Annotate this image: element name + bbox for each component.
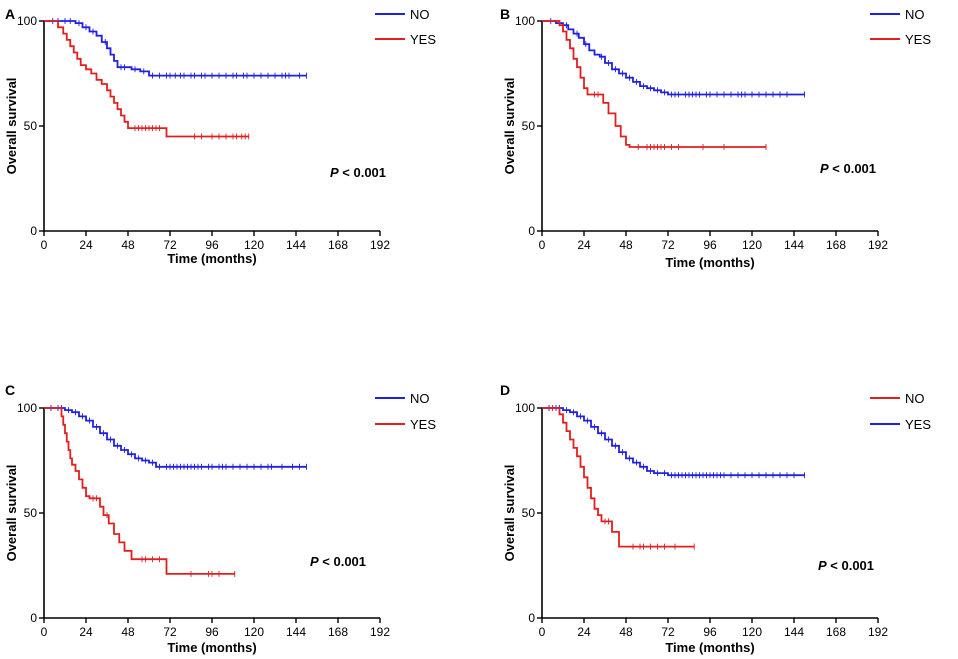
- x-axis-label: Time (months): [665, 640, 754, 655]
- x-tick-label: 72: [661, 238, 675, 252]
- x-tick-label: 48: [121, 238, 135, 252]
- km-curve-no: [542, 407, 695, 548]
- x-tick-label: 96: [703, 625, 717, 639]
- panel-label: C: [5, 382, 15, 398]
- y-tick-label: 100: [17, 401, 37, 415]
- x-axis-label: Time (months): [167, 251, 256, 266]
- x-tick-label: 24: [79, 625, 93, 639]
- km-curve-no: [542, 20, 805, 96]
- x-axis-label: Time (months): [665, 255, 754, 270]
- legend-label-yes: YES: [410, 417, 436, 432]
- x-tick-label: 120: [244, 238, 264, 252]
- legend-label-no: NO: [905, 391, 925, 406]
- legend-label-no: NO: [905, 7, 925, 22]
- y-tick-label: 0: [528, 224, 535, 238]
- km-curve-no: [44, 20, 307, 77]
- p-value-annotation: P < 0.001: [310, 554, 366, 569]
- y-tick-label: 50: [522, 119, 536, 133]
- x-tick-label: 168: [826, 238, 846, 252]
- x-tick-label: 24: [577, 625, 591, 639]
- legend-label-no: NO: [410, 7, 430, 22]
- y-tick-label: 100: [515, 401, 535, 415]
- y-axis-label: Overall survival: [4, 78, 19, 175]
- km-panel-a: A 0 50 100 0 24 48 72 96 120 144 168 192 Time (months…: [4, 6, 436, 266]
- km-curve-yes: [44, 20, 249, 138]
- x-tick-label: 24: [577, 238, 591, 252]
- legend-label-yes: YES: [905, 417, 931, 432]
- y-tick-label: 50: [24, 506, 38, 520]
- x-tick-label: 144: [784, 238, 804, 252]
- panel-label: D: [500, 382, 510, 398]
- y-tick-label: 0: [30, 224, 37, 238]
- x-tick-label: 72: [661, 625, 675, 639]
- x-tick-label: 144: [784, 625, 804, 639]
- panel-label: B: [500, 6, 510, 22]
- y-axis-label: Overall survival: [502, 465, 517, 562]
- x-tick-label: 48: [619, 238, 633, 252]
- x-tick-label: 144: [286, 625, 306, 639]
- x-tick-label: 96: [205, 238, 219, 252]
- km-panel-b: B 0 50 100 0 24 48 72 96 120 144 168 192 Time (months…: [500, 6, 931, 270]
- km-panel-c: C 0 50 100 0 24 48 72 96 120 144 168 192 Time (months…: [4, 382, 436, 655]
- x-tick-label: 192: [868, 238, 888, 252]
- x-tick-label: 48: [121, 625, 135, 639]
- x-tick-label: 144: [286, 238, 306, 252]
- x-tick-label: 192: [370, 625, 390, 639]
- km-curve-yes: [542, 20, 766, 148]
- y-axis-label: Overall survival: [4, 465, 19, 562]
- km-curve-yes: [44, 407, 235, 575]
- y-tick-label: 100: [515, 14, 535, 28]
- x-tick-label: 0: [539, 238, 546, 252]
- legend-label-yes: YES: [410, 32, 436, 47]
- x-tick-label: 72: [163, 238, 177, 252]
- y-tick-label: 0: [528, 611, 535, 625]
- x-tick-label: 0: [41, 625, 48, 639]
- y-tick-label: 0: [30, 611, 37, 625]
- x-tick-label: 72: [163, 625, 177, 639]
- x-tick-label: 192: [868, 625, 888, 639]
- y-tick-label: 100: [17, 14, 37, 28]
- x-tick-label: 0: [41, 238, 48, 252]
- x-tick-label: 168: [826, 625, 846, 639]
- x-tick-label: 0: [539, 625, 546, 639]
- x-tick-label: 168: [328, 238, 348, 252]
- p-value-annotation: P < 0.001: [820, 161, 876, 176]
- km-curve-yes: [542, 407, 805, 477]
- x-tick-label: 120: [742, 238, 762, 252]
- x-tick-label: 120: [742, 625, 762, 639]
- km-curve-no: [44, 407, 307, 468]
- p-value-annotation: P < 0.001: [330, 165, 386, 180]
- x-tick-label: 48: [619, 625, 633, 639]
- y-axis-label: Overall survival: [502, 78, 517, 175]
- p-value-annotation: P < 0.001: [818, 558, 874, 573]
- legend-label-no: NO: [410, 391, 430, 406]
- x-tick-label: 96: [205, 625, 219, 639]
- y-tick-label: 50: [24, 119, 38, 133]
- x-tick-label: 168: [328, 625, 348, 639]
- y-tick-label: 50: [522, 506, 536, 520]
- legend-label-yes: YES: [905, 32, 931, 47]
- km-panel-d: D 0 50 100 0 24 48 72 96 120 144 168 192 Time (months…: [500, 382, 931, 655]
- x-tick-label: 96: [703, 238, 717, 252]
- x-tick-label: 192: [370, 238, 390, 252]
- x-axis-label: Time (months): [167, 640, 256, 655]
- x-tick-label: 120: [244, 625, 264, 639]
- panel-label: A: [5, 6, 15, 22]
- x-tick-label: 24: [79, 238, 93, 252]
